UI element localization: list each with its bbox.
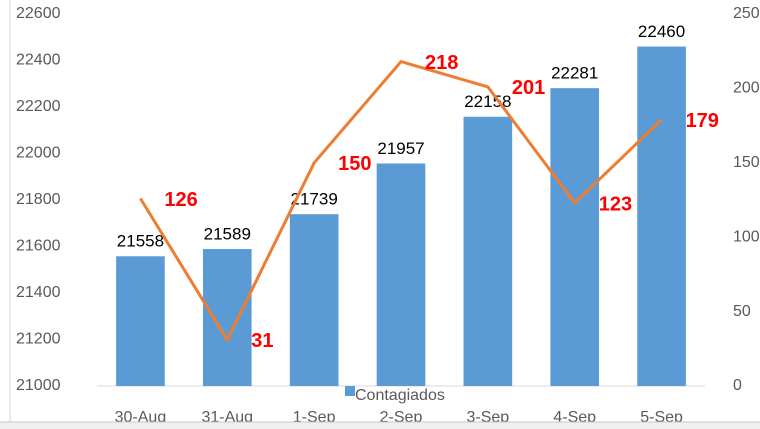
y-tick-label: 22000	[16, 145, 61, 162]
y-tick-label: 22200	[16, 98, 61, 115]
line-value-label: 218	[425, 52, 458, 74]
bar	[376, 163, 426, 386]
bar	[463, 116, 513, 386]
y-tick-label: 22600	[16, 5, 61, 22]
bar	[116, 256, 165, 386]
y2-tick-label: 250	[733, 5, 760, 22]
bar-value-label: 21589	[204, 225, 251, 244]
bar-value-label: 22281	[551, 64, 598, 83]
y2-tick-label: 0	[733, 377, 742, 394]
bar-value-label: 22158	[464, 92, 511, 111]
legend-swatch	[345, 386, 355, 396]
y-tick-label: 22400	[16, 52, 61, 69]
line-value-label: 31	[251, 330, 273, 352]
bar	[289, 214, 339, 386]
y2-tick-label: 50	[733, 303, 751, 320]
y2-tick-label: 200	[733, 80, 760, 97]
line-value-label: 150	[338, 153, 371, 175]
y-tick-label: 21800	[16, 191, 61, 208]
y-tick-label: 21000	[16, 377, 61, 394]
bar-value-label: 22460	[638, 22, 685, 41]
line-value-label: 126	[164, 189, 197, 211]
y-tick-label: 21200	[16, 331, 61, 348]
bar-value-label: 21739	[291, 190, 338, 209]
y-tick-label: 21600	[16, 238, 61, 255]
bar-value-label: 21957	[377, 139, 424, 158]
legend-label: Contagiados	[355, 387, 445, 404]
line-value-label: 201	[512, 77, 545, 99]
bar	[550, 88, 600, 386]
bottom-bar	[0, 422, 760, 429]
line-value-label: 123	[599, 193, 632, 215]
bar	[637, 46, 686, 387]
y-tick-label: 21400	[16, 284, 61, 301]
bar	[202, 249, 252, 386]
bar-value-label: 21558	[117, 232, 164, 251]
y2-tick-label: 150	[733, 154, 760, 171]
y2-tick-label: 100	[733, 228, 760, 245]
line	[139, 59, 663, 343]
line-value-label: 179	[686, 110, 719, 132]
